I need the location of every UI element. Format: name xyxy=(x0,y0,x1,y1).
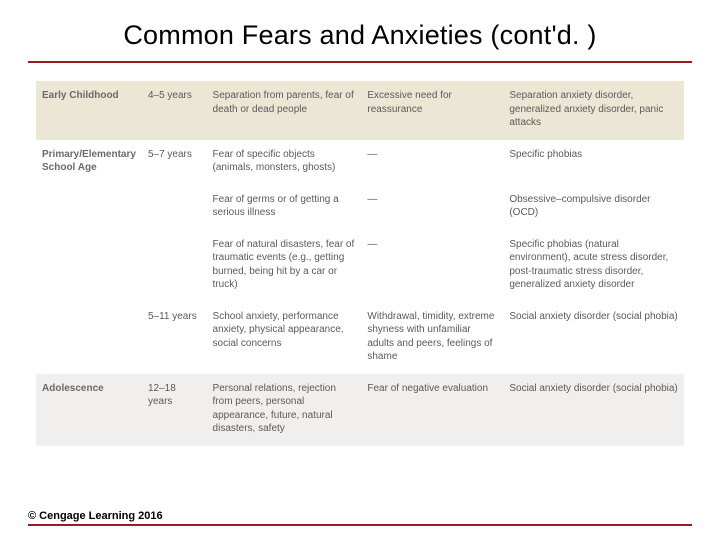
cell-stage xyxy=(36,185,142,230)
cell-disorders: Social anxiety disorder (social phobia) xyxy=(503,374,684,446)
cell-fears: Separation from parents, fear of death o… xyxy=(207,81,362,140)
cell-fears: Personal relations, rejection from peers… xyxy=(207,374,362,446)
cell-symptoms: Withdrawal, timidity, extreme shyness wi… xyxy=(361,302,503,374)
cell-stage: Adolescence xyxy=(36,374,142,446)
cell-disorders: Separation anxiety disorder, generalized… xyxy=(503,81,684,140)
cell-age: 4–5 years xyxy=(142,81,207,140)
table-row: Early Childhood 4–5 years Separation fro… xyxy=(36,81,684,140)
cell-stage xyxy=(36,302,142,374)
table-row: Fear of germs or of getting a serious il… xyxy=(36,185,684,230)
cell-symptoms: — xyxy=(361,230,503,302)
fears-table-body: Early Childhood 4–5 years Separation fro… xyxy=(36,81,684,446)
cell-disorders: Specific phobias (natural environment), … xyxy=(503,230,684,302)
cell-fears: Fear of natural disasters, fear of traum… xyxy=(207,230,362,302)
page-title: Common Fears and Anxieties (cont'd. ) xyxy=(28,20,692,51)
table-row: Fear of natural disasters, fear of traum… xyxy=(36,230,684,302)
cell-symptoms: — xyxy=(361,140,503,185)
cell-age xyxy=(142,185,207,230)
cell-symptoms: — xyxy=(361,185,503,230)
table-row: 5–11 years School anxiety, performance a… xyxy=(36,302,684,374)
cell-symptoms: Excessive need for reassurance xyxy=(361,81,503,140)
cell-fears: School anxiety, performance anxiety, phy… xyxy=(207,302,362,374)
title-rule xyxy=(28,61,692,63)
cell-fears: Fear of germs or of getting a serious il… xyxy=(207,185,362,230)
cell-fears: Fear of specific objects (animals, monst… xyxy=(207,140,362,185)
cell-disorders: Social anxiety disorder (social phobia) xyxy=(503,302,684,374)
cell-age xyxy=(142,230,207,302)
cell-age: 12–18 years xyxy=(142,374,207,446)
copyright-footer: © Cengage Learning 2016 xyxy=(28,510,692,522)
table-container: Early Childhood 4–5 years Separation fro… xyxy=(28,81,692,504)
fears-table: Early Childhood 4–5 years Separation fro… xyxy=(36,81,684,446)
slide-container: Common Fears and Anxieties (cont'd. ) Ea… xyxy=(0,0,720,540)
cell-age: 5–11 years xyxy=(142,302,207,374)
cell-stage: Early Childhood xyxy=(36,81,142,140)
cell-disorders: Obsessive–compulsive disorder (OCD) xyxy=(503,185,684,230)
cell-stage xyxy=(36,230,142,302)
table-row: Adolescence 12–18 years Personal relatio… xyxy=(36,374,684,446)
footer-rule xyxy=(28,524,692,526)
table-row: Primary/Elementary School Age 5–7 years … xyxy=(36,140,684,185)
cell-stage: Primary/Elementary School Age xyxy=(36,140,142,185)
cell-symptoms: Fear of negative evaluation xyxy=(361,374,503,446)
cell-age: 5–7 years xyxy=(142,140,207,185)
cell-disorders: Specific phobias xyxy=(503,140,684,185)
